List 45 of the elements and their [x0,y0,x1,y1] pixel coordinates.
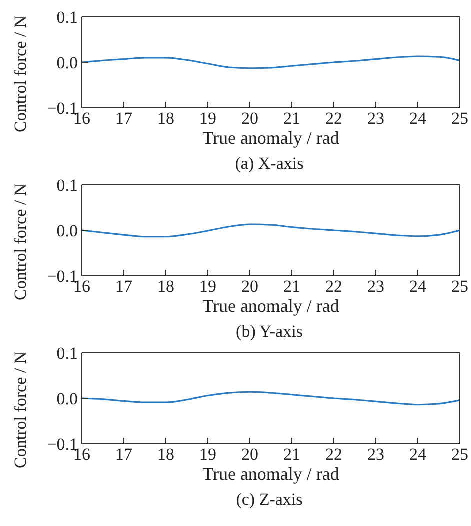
y-tick-label: 0.1 [56,344,78,364]
x-tick-label: 23 [368,277,384,296]
x-tick-label: 25 [452,445,468,464]
x-tick-label: 22 [326,109,342,128]
x-tick-label: 19 [200,277,216,296]
y-tick-label: 0.0 [56,390,78,409]
x-tick-label: 23 [368,109,384,128]
x-tick-label: 25 [452,277,468,296]
x-axis-title: True anomaly / rad [202,464,340,484]
x-tick-label: 18 [158,445,174,464]
x-tick-label: 19 [200,445,216,464]
y-axis-title: Control force / N [11,184,30,300]
y-tick-label: 0.1 [56,8,78,28]
y-tick-label: 0.1 [56,176,78,196]
text: (b) Y-axis [235,322,304,342]
x-tick-label: 21 [284,277,300,296]
x-tick-label: 25 [452,109,468,128]
text: (c) Z-axis [235,490,304,510]
text: (a) X-axis [234,154,305,174]
x-tick-label: 20 [242,445,258,464]
x-tick-label: 18 [158,277,174,296]
x-tick-label: 21 [284,445,300,464]
x-tick-label: 18 [158,109,174,128]
y-axis-title: Control force / N [11,16,30,132]
x-tick-label: 23 [368,445,384,464]
x-tick-label: 20 [242,277,258,296]
x-tick-label: 17 [116,277,133,296]
x-tick-label: 22 [326,445,342,464]
x-axis-title: True anomaly / rad [202,128,340,148]
x-tick-label: 21 [284,109,300,128]
line-series [82,56,460,70]
x-tick-label: 24 [410,277,427,296]
y-axis-title: Control force / N [11,352,30,468]
x-tick-label: 17 [116,109,133,128]
x-tick-label: 19 [200,109,216,128]
y-tick-label: 0.0 [56,54,78,73]
x-tick-label: 24 [410,445,427,464]
y-tick-label: 0.0 [56,222,78,241]
line-series [82,224,460,238]
x-axis-title: True anomaly / rad [202,296,340,316]
x-tick-label: 20 [242,109,258,128]
x-tick-label: 17 [116,445,133,464]
line-series [82,391,460,406]
x-tick-label: 22 [326,277,342,296]
x-tick-label: 24 [410,109,427,128]
